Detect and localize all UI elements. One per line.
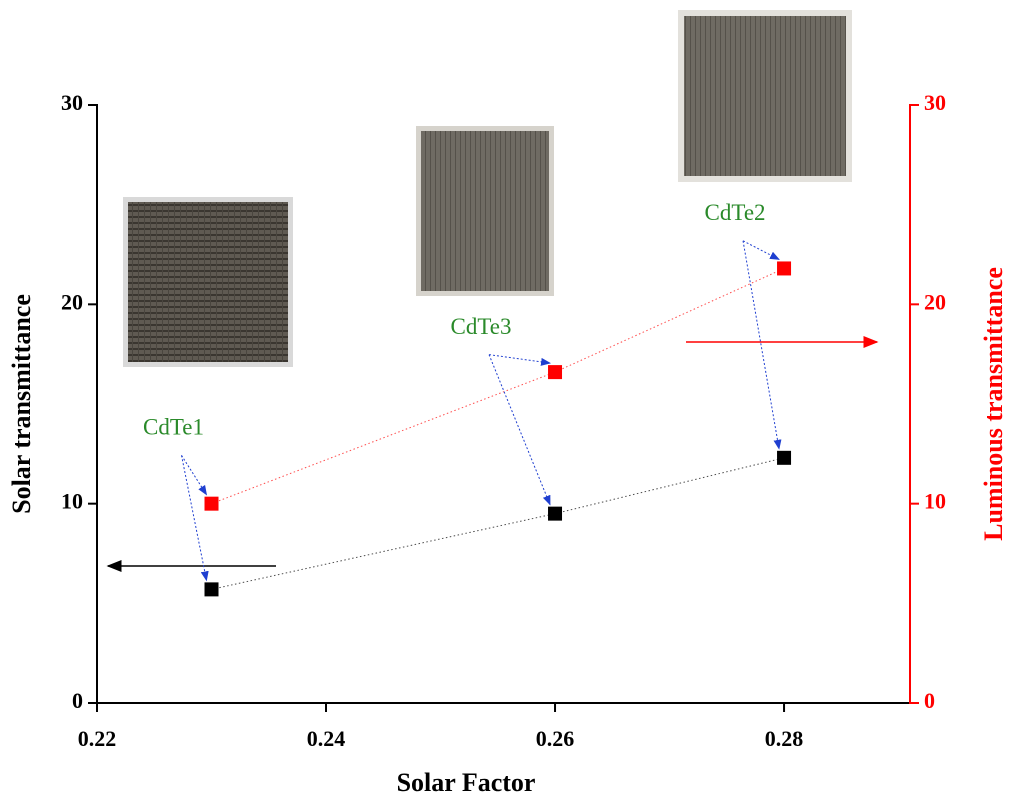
connector-line bbox=[211, 457, 785, 590]
y2-axis-title: Luminous transmittance bbox=[979, 267, 1008, 541]
annotation-arrow bbox=[181, 455, 209, 582]
x-axis-title: Solar Factor bbox=[397, 768, 536, 797]
annotation: CdTe3 bbox=[451, 314, 512, 339]
annotation-arrow bbox=[488, 354, 552, 366]
annotation-arrow bbox=[181, 455, 208, 496]
y2-tick-label: 10 bbox=[924, 489, 946, 514]
y-tick-label: 10 bbox=[61, 489, 83, 514]
y2-tick-label: 20 bbox=[924, 289, 946, 314]
point bbox=[777, 450, 792, 465]
photos bbox=[123, 10, 852, 367]
y-tick-label: 20 bbox=[61, 289, 83, 314]
point bbox=[204, 496, 219, 511]
annotation: CdTe2 bbox=[705, 200, 766, 225]
point bbox=[777, 261, 792, 276]
photo bbox=[684, 16, 846, 176]
annotation: CdTe1 bbox=[143, 415, 204, 440]
point bbox=[204, 582, 219, 597]
x-tick-label: 0.28 bbox=[765, 726, 804, 751]
connector-line bbox=[211, 267, 785, 505]
annotation-arrow bbox=[488, 354, 551, 506]
annotation-arrow bbox=[742, 240, 782, 450]
point bbox=[548, 365, 563, 380]
point bbox=[548, 506, 563, 521]
y2-tick-label: 0 bbox=[924, 688, 935, 713]
x-tick-label: 0.22 bbox=[78, 726, 117, 751]
photo bbox=[421, 131, 549, 291]
x-tick-label: 0.24 bbox=[307, 726, 346, 751]
y-axis-title: Solar transmittance bbox=[7, 294, 36, 514]
annotation-arrow bbox=[742, 240, 780, 260]
x-tick-label: 0.26 bbox=[536, 726, 575, 751]
y2-tick-label: 30 bbox=[924, 90, 946, 115]
y-tick-label: 0 bbox=[72, 688, 83, 713]
y-tick-label: 30 bbox=[61, 90, 83, 115]
photo bbox=[128, 202, 288, 362]
